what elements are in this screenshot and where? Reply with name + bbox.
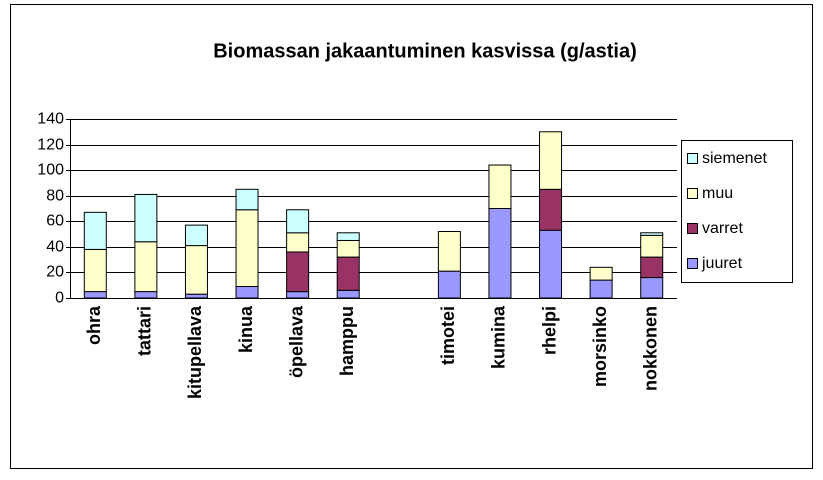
bar-segment	[336, 232, 360, 241]
y-tick-label: 120	[37, 137, 64, 154]
bar-segment	[336, 256, 360, 291]
bar-segment	[235, 285, 259, 299]
bar-segment	[286, 291, 310, 299]
bar-segment	[235, 209, 259, 287]
y-tick-label: 140	[37, 111, 64, 128]
x-tick-label: kumina	[489, 305, 509, 369]
legend-label: siemenet	[702, 150, 767, 167]
bar-segment	[539, 131, 563, 190]
legend-box	[681, 140, 793, 283]
legend-swatch	[687, 223, 698, 234]
x-tick-label: hamppu	[337, 306, 357, 376]
bar-segment	[286, 209, 310, 234]
x-tick-label: rhelpi	[539, 306, 559, 355]
chart-title: Biomassan jakaantuminen kasvissa (g/asti…	[213, 40, 637, 62]
bar-segment	[640, 256, 664, 279]
bar-segment	[184, 245, 208, 295]
x-tick-label: ohra	[84, 305, 104, 345]
bar-segment	[539, 229, 563, 299]
bar-segment	[134, 193, 158, 243]
legend-label: muu	[702, 185, 733, 202]
y-tick-label: 0	[55, 290, 64, 307]
bar-segment	[83, 248, 107, 293]
bar-segment	[589, 279, 613, 299]
bar-segment	[640, 232, 664, 236]
bar-segment	[488, 208, 512, 299]
bar-segment	[336, 289, 360, 299]
x-tick-label: timotei	[438, 306, 458, 365]
bar-segment	[437, 231, 461, 272]
bar-segment	[539, 188, 563, 231]
bar-segment	[488, 164, 512, 209]
x-tick-label: kitupellava	[185, 305, 205, 399]
legend-label: varret	[702, 220, 743, 237]
legend-swatch	[687, 258, 698, 269]
y-tick-label: 40	[46, 239, 64, 256]
bar-segment	[134, 291, 158, 299]
y-tick-label: 60	[46, 213, 64, 230]
bar-segment	[83, 211, 107, 250]
bar-segment	[437, 270, 461, 299]
bar-segment	[640, 234, 664, 258]
bar-segment	[184, 224, 208, 247]
x-tick-label: nokkonen	[640, 306, 660, 391]
x-tick-label: öpellava	[286, 305, 306, 378]
y-tick-label: 100	[37, 162, 64, 179]
bar-segment	[83, 291, 107, 299]
bar-segment	[286, 251, 310, 293]
bar-segment	[184, 293, 208, 299]
bar-segment	[589, 266, 613, 281]
bar-segment	[640, 277, 664, 299]
x-tick-label: morsinko	[590, 306, 610, 387]
y-tick-label: 20	[46, 264, 64, 281]
bar-segment	[336, 239, 360, 258]
legend-label: juuret	[701, 255, 743, 272]
bar-segment	[286, 232, 310, 253]
bar-segment	[134, 241, 158, 293]
bar-segment	[235, 188, 259, 211]
legend-swatch	[687, 153, 698, 164]
x-tick-label: tattari	[135, 306, 155, 356]
y-tick-label: 80	[46, 188, 64, 205]
legend-swatch	[687, 188, 698, 199]
x-tick-label: kinua	[236, 305, 256, 353]
